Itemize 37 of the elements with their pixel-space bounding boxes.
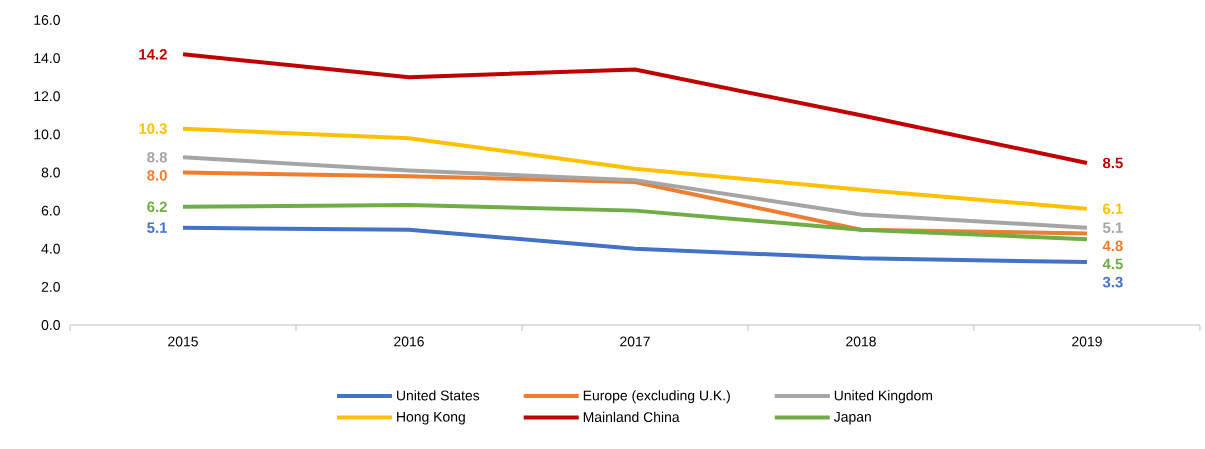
legend-label: Japan xyxy=(833,412,871,425)
data-label: 3.3 xyxy=(1102,276,1123,288)
data-label: 14.2 xyxy=(139,49,167,60)
x-tick-label: 2018 xyxy=(846,336,876,347)
y-tick-label: 0.0 xyxy=(41,320,60,330)
y-tick-label: 10.0 xyxy=(34,129,60,140)
data-label: 8.0 xyxy=(147,170,167,181)
legend-label: Mainland China xyxy=(583,411,680,423)
data-label: 6.2 xyxy=(147,201,167,213)
data-label: 4.8 xyxy=(1102,240,1123,252)
data-label: 10.3 xyxy=(139,123,167,134)
legend-label: Europe (excluding U.K.) xyxy=(583,390,730,404)
data-label: 4.5 xyxy=(1102,258,1123,270)
data-label: 5.1 xyxy=(1102,222,1123,233)
data-label: 5.1 xyxy=(147,222,168,233)
x-tick-label: 2016 xyxy=(394,336,424,347)
line-series xyxy=(181,52,1089,165)
legend-label: United Kingdom xyxy=(834,390,933,404)
data-label: 6.1 xyxy=(1103,203,1123,214)
data-label: 8.5 xyxy=(1102,157,1123,169)
y-tick-label: 16.0 xyxy=(34,15,60,25)
y-tick-label: 14.0 xyxy=(34,53,60,64)
x-tick-label: 2017 xyxy=(620,336,650,347)
y-tick-label: 12.0 xyxy=(34,91,60,102)
data-label: 8.8 xyxy=(147,151,168,163)
legend-label: United States xyxy=(397,390,480,401)
line-series xyxy=(181,126,1089,211)
y-tick-label: 2.0 xyxy=(41,281,60,292)
x-tick-label: 2015 xyxy=(168,336,198,347)
y-tick-label: 6.0 xyxy=(41,205,60,216)
y-tick-label: 4.0 xyxy=(41,243,60,254)
y-tick-label: 8.0 xyxy=(41,167,60,178)
line-series xyxy=(181,202,1089,242)
x-tick-label: 2019 xyxy=(1072,336,1102,347)
legend-label: Hong Kong xyxy=(397,412,465,425)
line-series xyxy=(181,225,1089,265)
line-series xyxy=(181,155,1089,230)
